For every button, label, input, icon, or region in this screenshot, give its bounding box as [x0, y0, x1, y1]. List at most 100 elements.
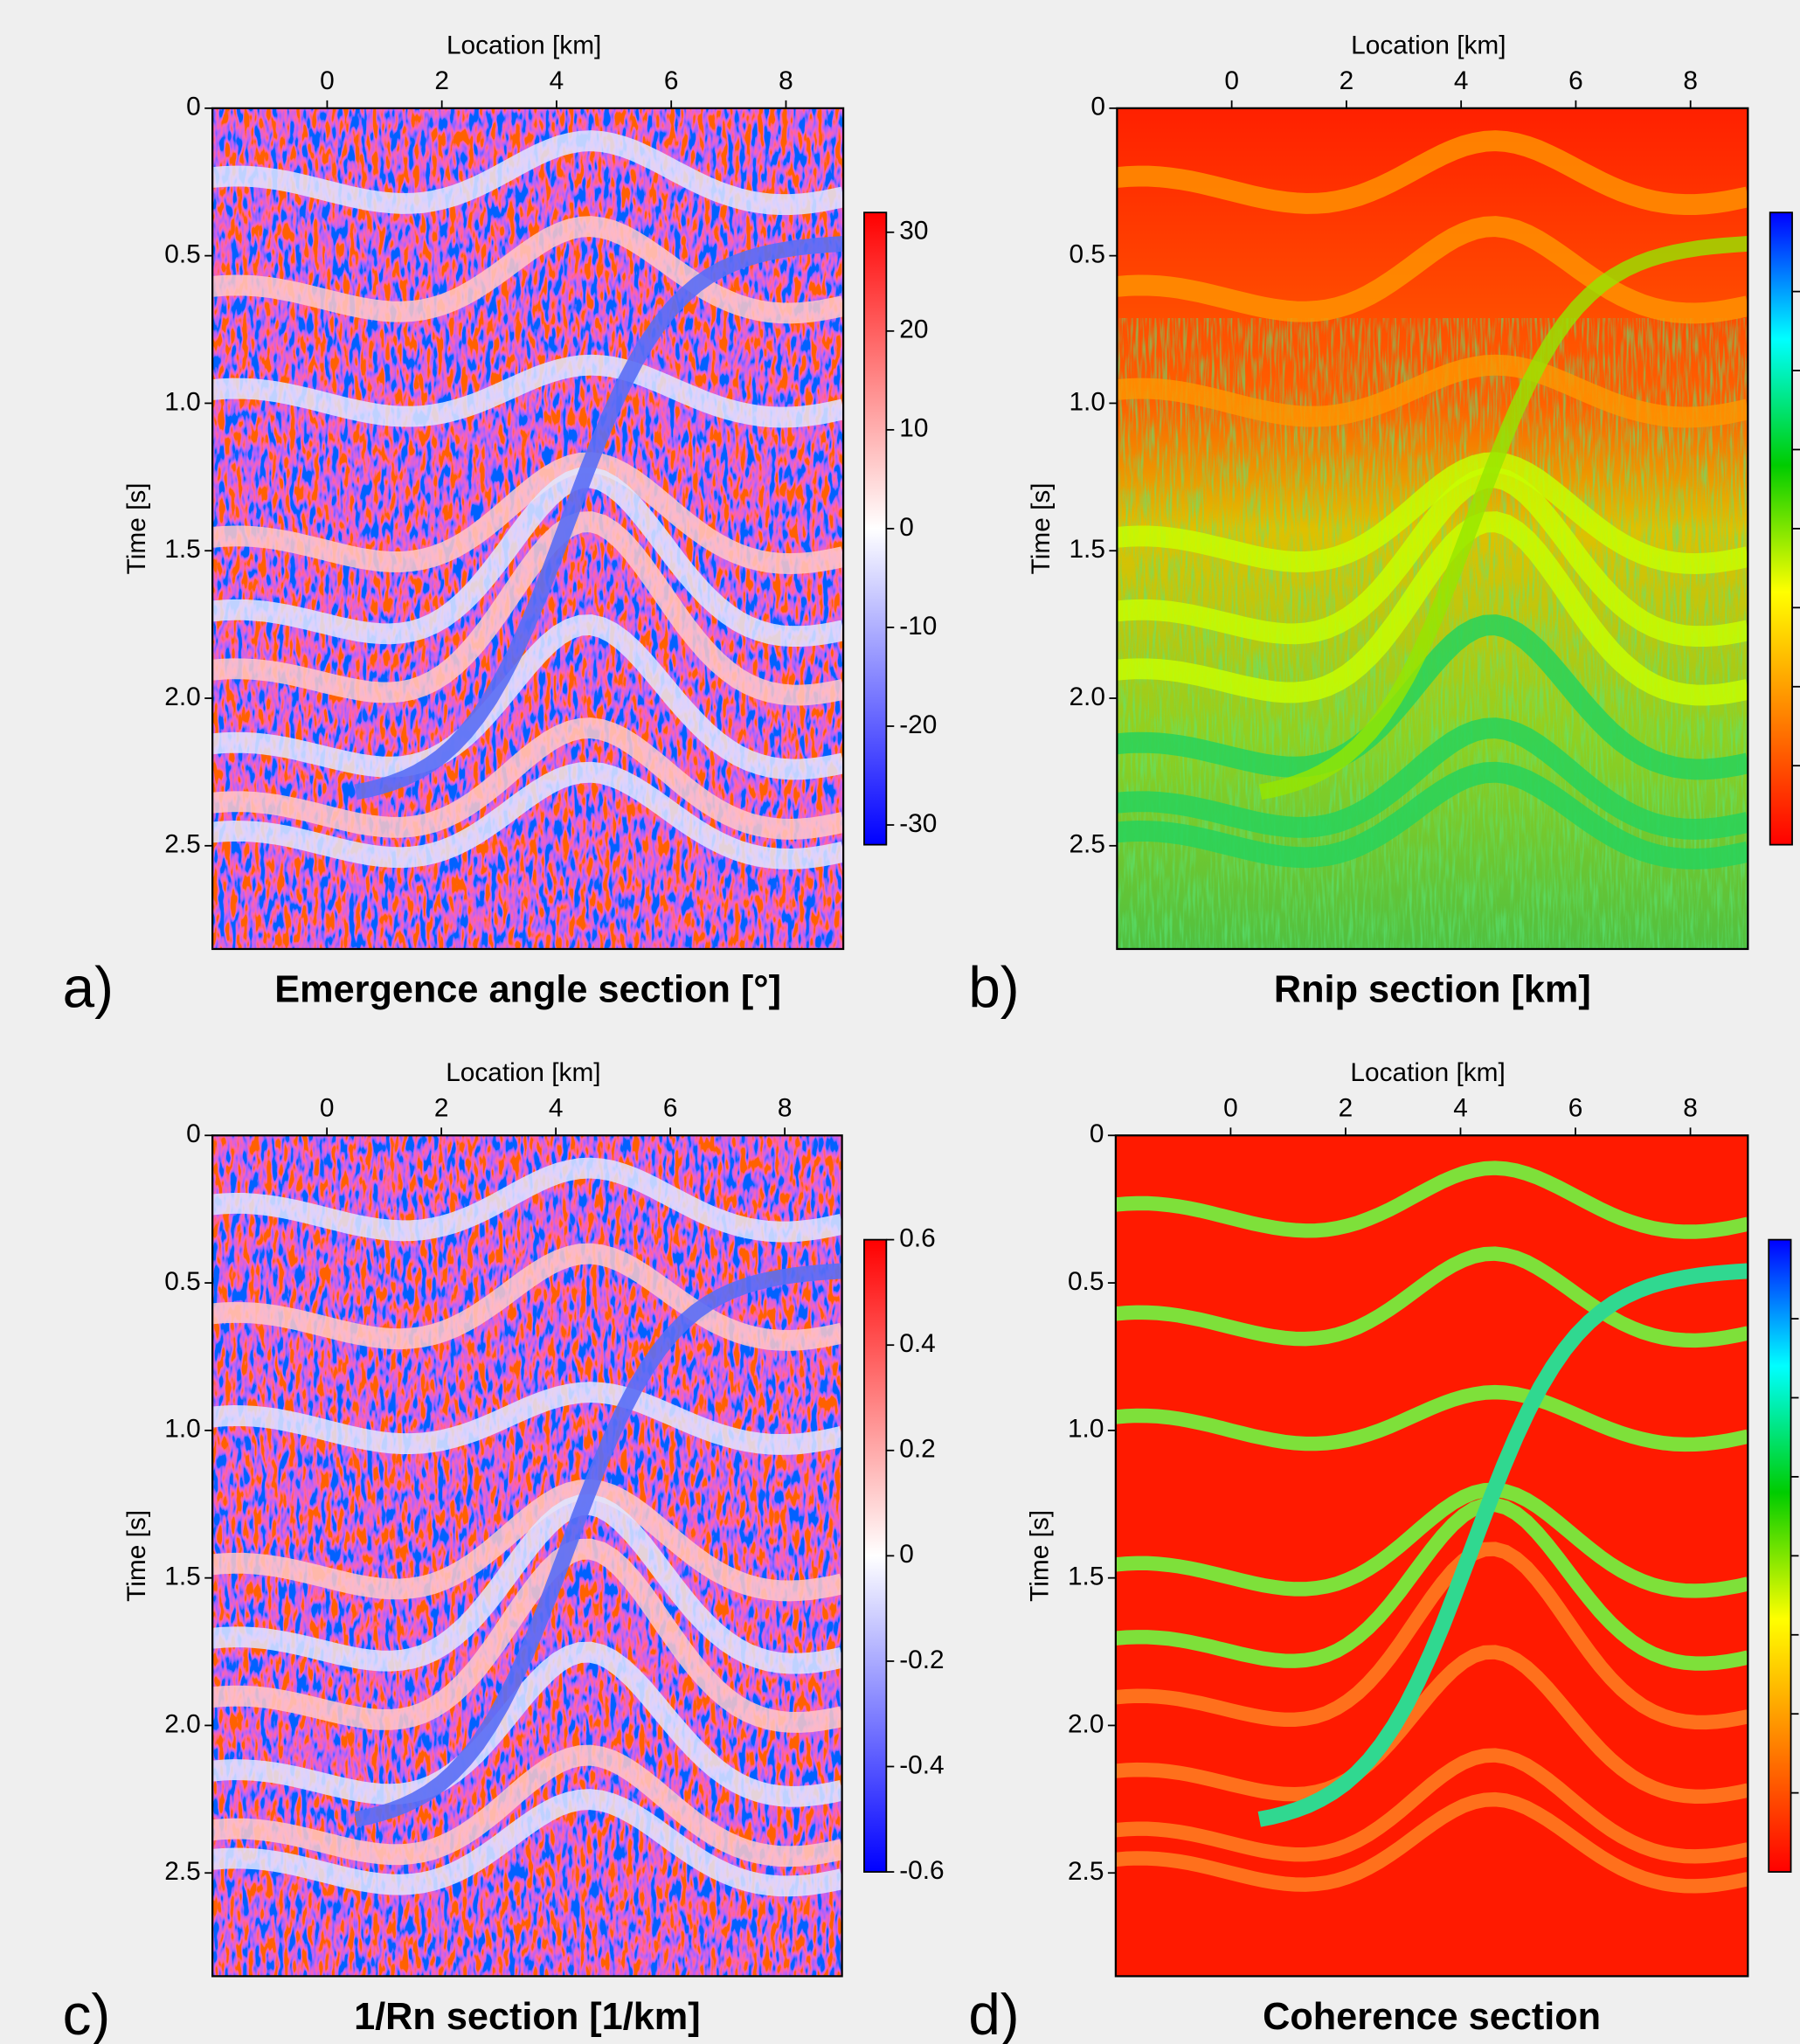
reflector	[212, 511, 844, 706]
cbar-tick-label: -30	[899, 809, 937, 838]
y-tick-label: 0.5	[1068, 1267, 1104, 1296]
colorbar	[1769, 211, 1793, 846]
y-tick-label: 2.5	[1068, 1857, 1104, 1886]
y-tick-label: 0.5	[164, 1267, 200, 1296]
y-axis-label: Time [s]	[122, 1510, 151, 1602]
reflector	[1117, 761, 1748, 870]
reflector	[212, 1479, 842, 1602]
reflector	[1115, 1748, 1748, 1864]
panel-title: 1/Rn section [1/km]	[354, 1996, 701, 2038]
reflector	[354, 1263, 842, 1827]
x-tick-label: 4	[1454, 66, 1469, 95]
y-tick-label: 1.0	[164, 1415, 200, 1444]
x-tick-label: 0	[1224, 66, 1239, 95]
y-tick-label: 2.5	[164, 1857, 200, 1886]
section-image	[1117, 107, 1748, 949]
plot-frame	[1114, 1134, 1749, 1978]
y-tick-label: 1.5	[1068, 1562, 1104, 1591]
y-tick-label: 1.0	[1068, 1415, 1104, 1444]
reflector	[1115, 1161, 1748, 1239]
reflector	[1115, 1791, 1748, 1894]
section-image	[212, 1135, 842, 1977]
x-axis-label: Location [km]	[1350, 1058, 1505, 1087]
plot-frame	[1116, 107, 1749, 951]
y-axis-label: Time [s]	[1027, 482, 1056, 574]
x-tick-label: 2	[1340, 66, 1354, 95]
x-tick-label: 2	[434, 66, 449, 95]
panel-title: Emergence angle section [°]	[274, 969, 781, 1011]
reflector	[1117, 511, 1748, 706]
y-tick-label: 0	[1090, 93, 1105, 121]
x-tick-label: 8	[1683, 1093, 1698, 1122]
x-tick-label: 6	[664, 66, 679, 95]
reflector	[1117, 354, 1748, 428]
reflector	[1115, 1246, 1748, 1348]
y-tick-label: 0	[186, 1119, 201, 1148]
reflector	[1117, 717, 1748, 840]
cbar-tick-label: 0	[899, 1540, 914, 1569]
reflector	[212, 761, 844, 870]
reflector	[1258, 236, 1748, 800]
y-tick-label: 2.5	[164, 830, 200, 859]
x-tick-label: 0	[320, 66, 335, 95]
y-tick-label: 1.0	[164, 387, 200, 416]
x-tick-label: 6	[1568, 1093, 1583, 1122]
cbar-tick-label: 20	[899, 315, 928, 344]
colorbar	[863, 211, 888, 846]
reflector	[212, 1789, 842, 1897]
reflector	[1117, 130, 1748, 216]
reflector	[1117, 614, 1748, 780]
reflector	[1115, 1645, 1748, 1805]
panel-label: d)	[968, 1983, 1019, 2044]
x-axis-label: Location [km]	[446, 1058, 600, 1087]
x-tick-label: 6	[663, 1093, 678, 1122]
reflector	[212, 130, 844, 216]
reflector	[212, 467, 844, 648]
y-tick-label: 0.5	[164, 240, 200, 269]
x-tick-label: 2	[1339, 1093, 1353, 1122]
reflector	[212, 717, 844, 840]
x-tick-label: 4	[1453, 1093, 1468, 1122]
y-tick-label: 0	[186, 93, 201, 121]
reflector	[212, 1493, 842, 1674]
y-tick-label: 2.0	[164, 1709, 200, 1738]
x-axis-label: Location [km]	[1351, 31, 1506, 60]
x-tick-label: 8	[779, 66, 793, 95]
panel-title: Rnip section [km]	[1274, 969, 1591, 1011]
y-tick-label: 1.5	[164, 535, 200, 564]
x-tick-label: 0	[1223, 1093, 1238, 1122]
y-tick-label: 0	[1090, 1119, 1104, 1148]
x-axis-label: Location [km]	[447, 31, 601, 60]
panel-label: b)	[968, 956, 1019, 1020]
panel-title: Coherence section	[1263, 1996, 1601, 2038]
reflector	[1115, 1542, 1748, 1730]
y-axis-label: Time [s]	[1026, 1510, 1055, 1602]
reflector	[212, 1641, 842, 1807]
x-tick-label: 8	[778, 1093, 793, 1122]
plot-frame	[211, 1134, 843, 1978]
cbar-tick-label: 0.2	[899, 1435, 935, 1464]
cbar-tick-label: -20	[899, 710, 937, 739]
y-tick-label: 1.0	[1069, 387, 1104, 416]
cbar-tick-label: -0.2	[899, 1646, 944, 1674]
y-tick-label: 2.0	[1068, 1709, 1104, 1738]
reflector	[1117, 216, 1748, 324]
cbar-tick-label: 0.4	[899, 1329, 935, 1358]
plot-frame	[211, 107, 845, 951]
reflector	[212, 452, 844, 574]
cbar-tick-label: -0.4	[899, 1750, 944, 1779]
panel-label: c)	[63, 1983, 111, 2044]
x-tick-label: 2	[434, 1093, 449, 1122]
reflector	[1117, 452, 1748, 574]
reflector	[354, 236, 844, 800]
reflector	[212, 1744, 842, 1867]
cbar-tick-label: -10	[899, 612, 937, 641]
cbar-tick-label: 0.6	[899, 1223, 935, 1252]
y-axis-label: Time [s]	[122, 482, 151, 574]
y-tick-label: 1.5	[164, 1562, 200, 1591]
cbar-tick-label: 0	[899, 513, 914, 542]
cbar-tick-label: 10	[899, 414, 928, 443]
reflector	[212, 614, 844, 780]
